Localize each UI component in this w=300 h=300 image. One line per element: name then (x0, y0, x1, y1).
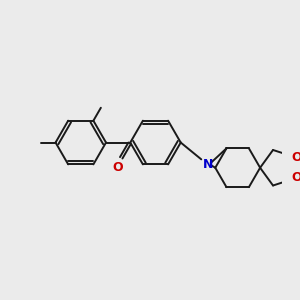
Text: O: O (113, 161, 124, 174)
Text: O: O (291, 151, 300, 164)
Text: N: N (202, 158, 213, 170)
Text: O: O (291, 171, 300, 184)
